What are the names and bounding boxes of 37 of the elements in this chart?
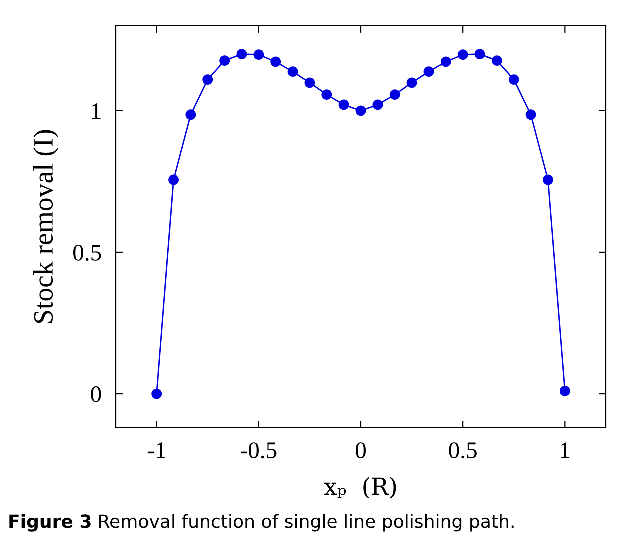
point	[560, 386, 570, 396]
x-axis-title: xₚ (R)	[324, 477, 396, 499]
caption: Figure 3	[10, 514, 91, 532]
point	[356, 106, 366, 116]
point	[372, 100, 384, 110]
point	[508, 74, 520, 85]
x-tick-label: -0.5	[241, 442, 277, 459]
x-tick-label: 0	[356, 442, 366, 459]
point	[288, 66, 298, 78]
x-tick-label: 1	[561, 442, 570, 458]
point	[543, 174, 554, 186]
point	[406, 78, 418, 88]
point	[254, 50, 264, 60]
point	[304, 78, 316, 88]
point	[424, 66, 434, 78]
text: Removal function of single line polishing path.	[100, 514, 514, 532]
point	[474, 49, 486, 60]
point	[152, 388, 162, 400]
point	[186, 110, 196, 120]
y-tick-label: 1	[92, 104, 101, 120]
y-axis-title: Stock removal (I)	[34, 130, 59, 324]
point	[220, 56, 230, 66]
point	[458, 50, 468, 60]
y-tick-label: 0	[91, 386, 102, 402]
point	[202, 74, 214, 85]
point	[236, 49, 248, 60]
point	[492, 56, 502, 66]
point	[322, 90, 332, 100]
point	[168, 174, 179, 186]
y-tick-label: 0.5	[73, 244, 102, 262]
point	[440, 56, 452, 68]
point	[526, 110, 536, 120]
x-tick-label: -1	[148, 442, 166, 458]
point	[338, 100, 350, 110]
x-tick-label: 0.5	[449, 442, 477, 459]
point	[390, 90, 400, 100]
point	[270, 56, 282, 68]
